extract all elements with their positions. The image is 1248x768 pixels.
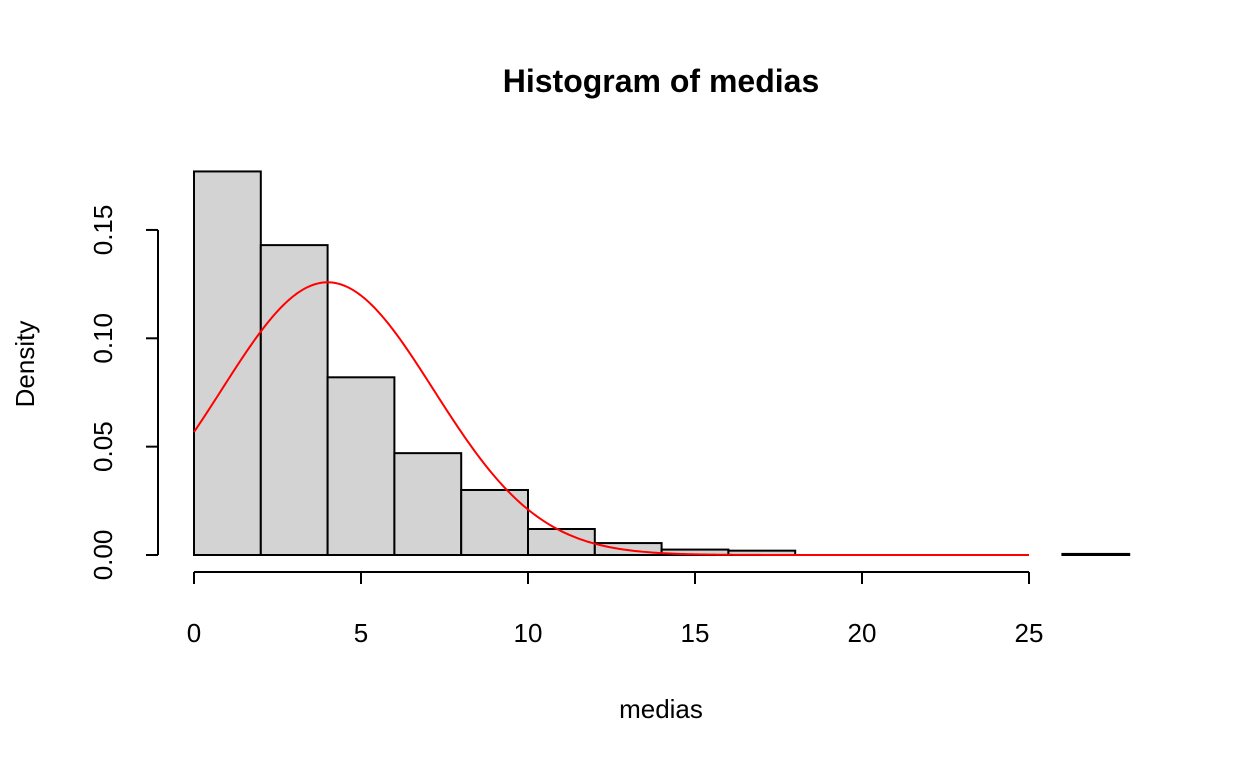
density-curve xyxy=(193,281,1029,556)
y-tick-label-1: 0.05 xyxy=(88,421,118,472)
histogram-bar-1 xyxy=(259,244,329,557)
y-tick-label-0: 0.00 xyxy=(88,530,118,581)
histogram-bar-13 xyxy=(1061,552,1131,557)
x-tick-label-4: 20 xyxy=(848,618,877,648)
y-tick-label-2: 0.10 xyxy=(88,313,118,364)
x-axis-label: medias xyxy=(619,694,703,724)
histogram-bar-0 xyxy=(193,170,262,556)
y-tick-label-3: 0.15 xyxy=(88,205,118,256)
chart-title: Histogram of medias xyxy=(503,63,820,99)
histogram-bar-5 xyxy=(527,527,596,556)
x-tick-label-1: 5 xyxy=(354,618,368,648)
x-tick-label-0: 0 xyxy=(187,618,201,648)
y-axis: 0.00 0.05 0.10 0.15 xyxy=(88,205,159,581)
x-tick-label-2: 10 xyxy=(514,618,543,648)
histogram-bar-2 xyxy=(326,376,396,556)
histogram-bar-3 xyxy=(393,452,463,556)
y-axis-label: Density xyxy=(10,321,40,408)
x-axis: 0 5 10 15 20 25 xyxy=(187,571,1044,648)
x-tick-label-3: 15 xyxy=(681,618,710,648)
x-tick-label-5: 25 xyxy=(1015,618,1044,648)
histogram-bars xyxy=(193,170,1131,557)
